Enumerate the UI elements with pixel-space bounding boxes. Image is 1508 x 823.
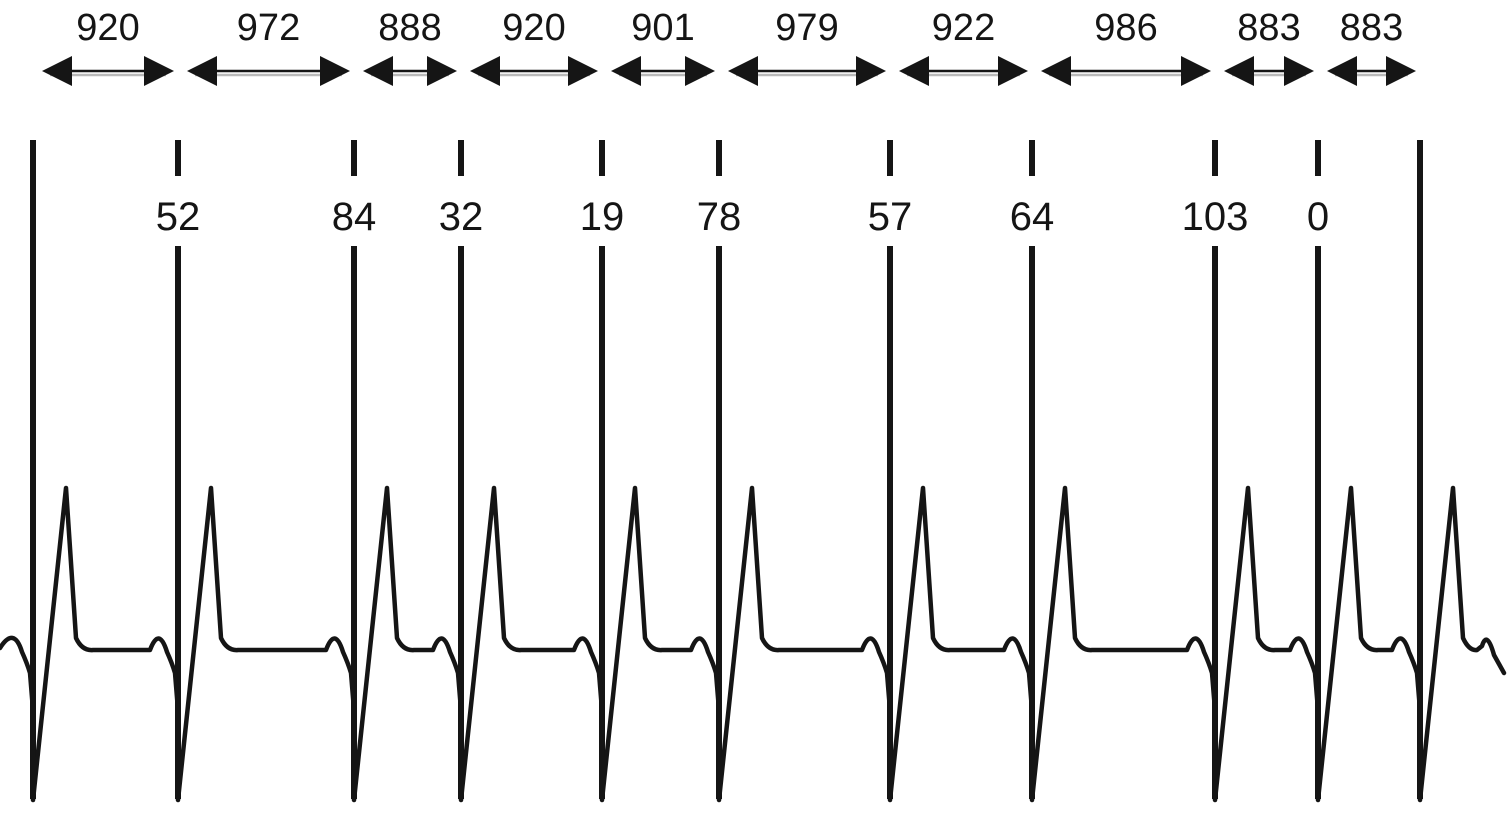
interval-label: 979 (775, 7, 838, 49)
interval-annotation (728, 56, 886, 86)
arrowhead-left-icon (363, 56, 393, 86)
interval-label: 920 (502, 7, 565, 49)
event-marker-tick (716, 140, 722, 176)
ecg-trace (0, 485, 1507, 803)
marker-value: 52 (156, 195, 201, 239)
arrowhead-left-icon (1327, 56, 1357, 86)
arrowhead-left-icon (899, 56, 929, 86)
interval-label: 986 (1094, 7, 1157, 49)
event-marker-tick (887, 140, 893, 176)
arrowhead-right-icon (144, 56, 174, 86)
event-marker-tick (1315, 140, 1321, 176)
interval-label: 883 (1237, 7, 1300, 49)
arrowhead-right-icon (1181, 56, 1211, 86)
ecg-trace-layer (0, 485, 1507, 803)
interval-annotation (470, 56, 598, 86)
interval-annotation (899, 56, 1028, 86)
arrowhead-right-icon (1284, 56, 1314, 86)
interval-annotation (611, 56, 715, 86)
marker-value: 103 (1182, 195, 1249, 239)
marker-value: 78 (697, 195, 742, 239)
interval-annotation (363, 56, 457, 86)
event-marker-tick (458, 140, 464, 176)
arrowhead-right-icon (427, 56, 457, 86)
interval-label: 972 (237, 7, 300, 49)
marker-value: 19 (580, 195, 625, 239)
interval-arrows-layer (42, 56, 1416, 86)
interval-labels-layer: 920 972 888 920 901 979 922 986 883 883 (76, 7, 1403, 49)
interval-label: 920 (76, 7, 139, 49)
event-marker-tick (1212, 140, 1218, 176)
arrowhead-right-icon (568, 56, 598, 86)
arrowhead-right-icon (856, 56, 886, 86)
arrowhead-left-icon (1041, 56, 1071, 86)
event-marker-tick (599, 140, 605, 176)
interval-label: 901 (631, 7, 694, 49)
marker-value: 84 (332, 195, 377, 239)
interval-annotation (1224, 56, 1314, 86)
event-marker-tick (1029, 140, 1035, 176)
interval-annotation (187, 56, 350, 86)
event-marker-tick (351, 140, 357, 176)
marker-value: 57 (868, 195, 913, 239)
arrowhead-left-icon (187, 56, 217, 86)
interval-label: 888 (378, 7, 441, 49)
interval-annotation (1041, 56, 1211, 86)
arrowhead-right-icon (320, 56, 350, 86)
event-marker-tick (175, 140, 181, 176)
arrowhead-left-icon (42, 56, 72, 86)
marker-value: 64 (1010, 195, 1055, 239)
arrowhead-right-icon (1386, 56, 1416, 86)
event-marker-layer: 52 84 32 19 78 57 64 103 0 (156, 140, 1329, 239)
arrowhead-right-icon (685, 56, 715, 86)
marker-value: 32 (439, 195, 484, 239)
interval-annotation (1327, 56, 1416, 86)
arrowhead-left-icon (728, 56, 758, 86)
arrowhead-right-icon (998, 56, 1028, 86)
interval-label: 922 (932, 7, 995, 49)
marker-value: 0 (1307, 195, 1329, 239)
arrowhead-left-icon (611, 56, 641, 86)
interval-annotation (42, 56, 174, 86)
interval-label: 883 (1340, 7, 1403, 49)
arrowhead-left-icon (470, 56, 500, 86)
arrowhead-left-icon (1224, 56, 1254, 86)
